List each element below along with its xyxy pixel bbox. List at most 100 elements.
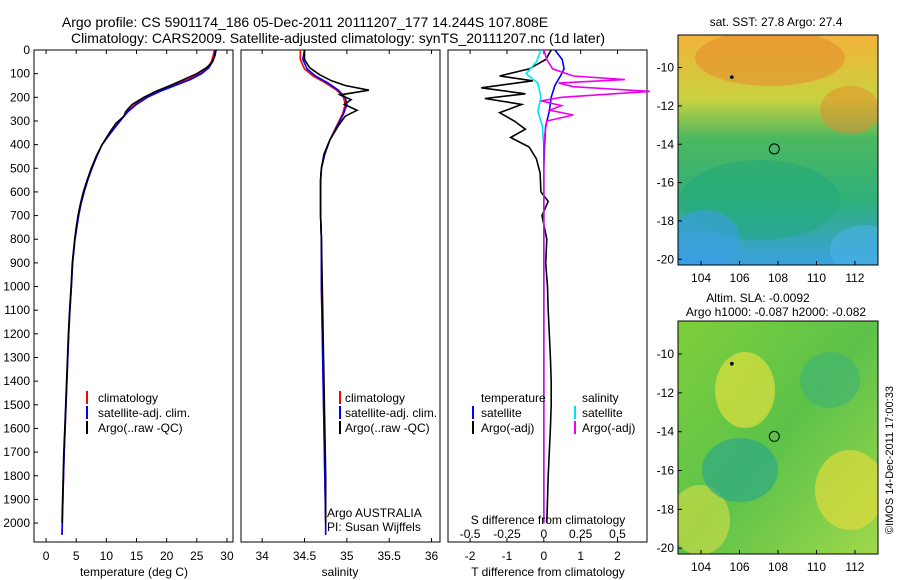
sst-blue-patch-east [830, 225, 878, 265]
title-line-2: Climatology: CARS2009. Satellite-adjuste… [71, 30, 605, 46]
x-tick-label: 15 [130, 549, 144, 563]
depth-tick-label: 1700 [3, 445, 30, 459]
legend-entry-satellite-adj-clim: satellite-adj. clim. [339, 406, 437, 420]
salinity-annotation-line-2: PI: Susan Wijffels [327, 520, 421, 534]
lon-tick-label: 104 [691, 560, 711, 574]
legend-entry-s-argo: Argo(-adj) [574, 421, 635, 435]
salinity-x-label: salinity [322, 565, 359, 579]
series-line-temperature-argo-adj [481, 49, 552, 524]
x-tick-label: 25 [190, 549, 204, 563]
lon-tick-label: 112 [845, 271, 864, 285]
series-line-salinity-argo-adj [540, 49, 650, 524]
s-difference-x-axis: -0.5 -0.25 0 0.25 0.5 [460, 527, 626, 541]
legend-label-argo: Argo(..raw -QC) [98, 421, 183, 435]
s-tick-label: -0.5 [460, 527, 481, 541]
salinity-x-axis: 34 34.5 35 35.5 36 [255, 50, 439, 563]
legend-label-argo: Argo(..raw -QC) [345, 421, 430, 435]
lat-tick-label: -16 [657, 176, 675, 190]
lat-tick-label: -20 [657, 252, 675, 266]
legend-entry-t-satellite: satellite [472, 406, 522, 420]
legend-label-climatology: climatology [345, 391, 405, 405]
sla-map-title: Altim. SLA: -0.0092 [706, 291, 810, 305]
legend-title-salinity: salinity [582, 391, 619, 405]
legend-entry-t-argo: Argo(-adj) [472, 421, 534, 435]
depth-tick-label: 500 [10, 161, 30, 175]
depth-tick-label: 600 [10, 185, 30, 199]
x-tick-label: 1 [577, 549, 584, 563]
temperature-x-label: temperature (deg C) [80, 565, 188, 579]
legend-entry-satellite-adj-clim: satellite-adj. clim. [86, 406, 190, 420]
x-tick-label: 20 [160, 549, 174, 563]
legend-title-temperature: temperature [481, 391, 546, 405]
legend-label-climatology: climatology [98, 391, 158, 405]
temperature-legend: climatology satellite-adj. clim. Argo(..… [86, 391, 190, 435]
temperature-x-axis: 0 5 10 15 20 25 30 [43, 50, 234, 563]
sla-low-patch-ne [800, 352, 860, 408]
legend-entry-argo: Argo(..raw -QC) [86, 421, 183, 435]
lon-tick-label: 110 [807, 271, 826, 285]
depth-tick-label: 1000 [3, 280, 30, 294]
lon-tick-label: 106 [730, 560, 750, 574]
series-line-argo-raw-qc [303, 50, 370, 524]
legend-label-t-argo: Argo(-adj) [481, 421, 534, 435]
lat-tick-label: -18 [657, 502, 675, 516]
depth-tick-label: 300 [10, 114, 30, 128]
depth-tick-label: 1100 [4, 303, 30, 317]
salinity-annotation-line-1: Argo AUSTRALIA [327, 506, 422, 520]
island-dot [730, 75, 734, 79]
s-tick-label: -0.25 [493, 527, 521, 541]
title-line-1: Argo profile: CS 5901174_186 05-Dec-2011… [62, 14, 548, 30]
legend-entry-argo: Argo(..raw -QC) [339, 421, 430, 435]
x-tick-label: 0 [43, 549, 50, 563]
depth-tick-label: 1800 [3, 469, 30, 483]
legend-entry-s-satellite: satellite [574, 406, 623, 420]
sst-warm-patch-east [820, 86, 878, 134]
t-difference-label: T difference from climatology [471, 565, 625, 579]
sla-low-patch [702, 438, 778, 502]
s-difference-label: S difference from climatology [471, 513, 626, 527]
lon-tick-label: 104 [691, 271, 711, 285]
sla-map-axes: 104 106 108 110 112 -10 -12 -14 -16 -18 -20 [657, 347, 865, 574]
sst-blue-patch [678, 210, 740, 265]
x-tick-label: 35.5 [378, 549, 402, 563]
legend-label-satellite-adj-clim: satellite-adj. clim. [98, 406, 190, 420]
lat-tick-label: -12 [657, 99, 675, 113]
sst-map-panel: sat. SST: 27.8 Argo: 27.4 104 106 108 110 11… [657, 15, 879, 285]
temperature-panel: 0100200300400500600700800900100011001200… [3, 43, 234, 579]
island-dot [730, 361, 734, 366]
x-tick-label: 0 [540, 549, 547, 563]
series-line-argo-raw-qc [61, 49, 217, 524]
sst-map-axes: 104 106 108 110 112 -10 -12 -14 -16 -18 -20 [657, 61, 865, 285]
depth-tick-label: 0 [23, 43, 30, 57]
difference-panel: -2 -1 0 1 2 -0.5 -0.25 0 0.25 0.5 temperature sa… [447, 49, 650, 579]
legend-label-s-satellite: satellite [582, 406, 623, 420]
lat-tick-label: -14 [657, 425, 675, 439]
depth-tick-label: 1600 [3, 421, 30, 435]
depth-tick-label: 200 [10, 90, 30, 104]
x-tick-label: -1 [502, 549, 513, 563]
lat-tick-label: -20 [657, 541, 675, 555]
x-tick-label: 2 [614, 549, 621, 563]
depth-tick-label: 100 [10, 67, 30, 81]
difference-legend: temperature salinity satellite Argo(-adj… [472, 391, 635, 435]
sla-high-patch-se [815, 450, 878, 530]
x-tick-label: 36 [425, 549, 439, 563]
lon-tick-label: 108 [768, 271, 788, 285]
depth-tick-label: 1200 [3, 327, 30, 341]
sst-map-title: sat. SST: 27.8 Argo: 27.4 [710, 15, 843, 29]
lat-tick-label: -10 [657, 347, 675, 361]
s-tick-label: 0.5 [609, 527, 626, 541]
lat-tick-label: -16 [657, 464, 675, 478]
sla-map-panel: Altim. SLA: -0.0092 Argo h1000: -0.087 h… [657, 291, 879, 574]
lat-tick-label: -18 [657, 214, 675, 228]
depth-tick-label: 1500 [3, 398, 30, 412]
salinity-legend: climatology satellite-adj. clim. Argo(..… [339, 391, 437, 435]
salinity-lines [299, 49, 370, 535]
x-tick-label: 5 [73, 549, 80, 563]
legend-label-satellite-adj-clim: satellite-adj. clim. [345, 406, 437, 420]
depth-tick-label: 1900 [3, 492, 30, 506]
depth-tick-label: 700 [10, 209, 30, 223]
x-tick-label: -2 [465, 549, 476, 563]
lon-tick-label: 108 [768, 560, 788, 574]
